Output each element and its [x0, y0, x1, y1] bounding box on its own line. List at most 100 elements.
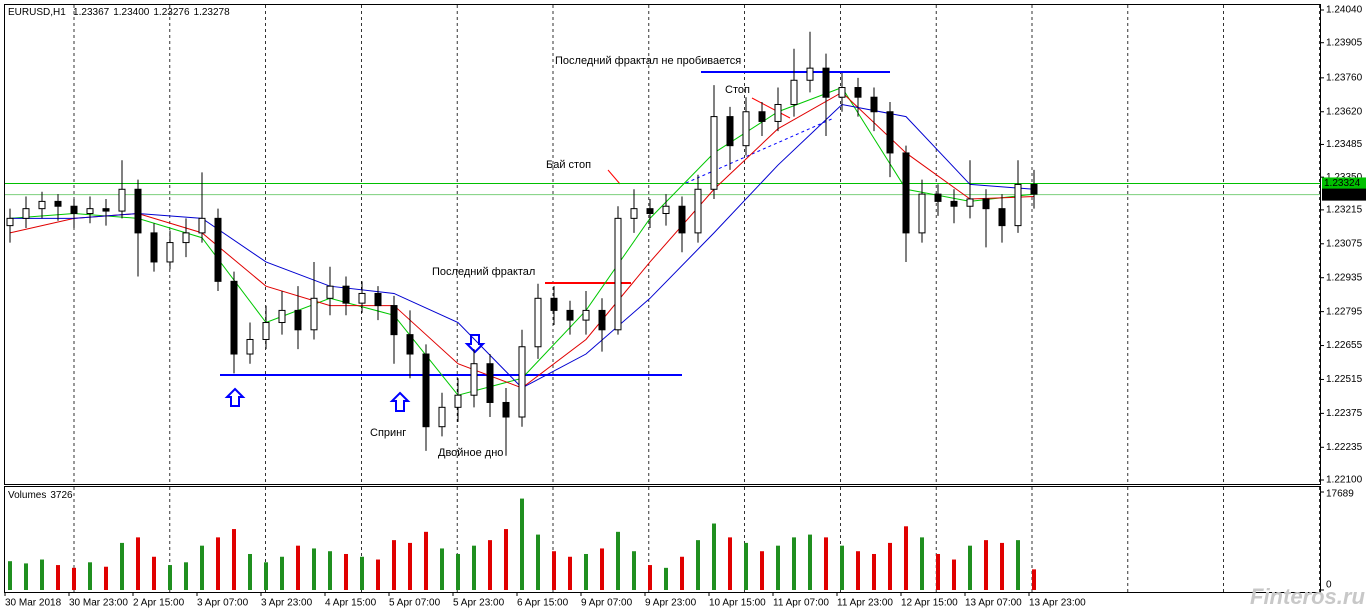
volume-bar — [600, 548, 604, 590]
candle-body — [214, 217, 222, 282]
volume-bar — [1016, 540, 1020, 590]
candle-body — [502, 401, 510, 418]
x-tick-label: 13 Apr 07:00 — [965, 598, 1022, 609]
volume-bar — [88, 562, 92, 590]
volume-bar — [984, 540, 988, 590]
candle-body — [550, 297, 558, 311]
volume-bar — [632, 551, 636, 590]
volume-bar — [552, 551, 556, 590]
volume-bar — [248, 553, 252, 590]
down-arrow — [464, 334, 486, 354]
volume-bar — [328, 551, 332, 590]
candle-body — [294, 309, 302, 331]
volume-bar — [264, 562, 268, 590]
y-tick-label: 1.23905 — [1326, 37, 1363, 48]
candle-body — [710, 116, 718, 190]
candle-body — [182, 232, 190, 244]
volume-bar — [536, 534, 540, 590]
up-arrow — [389, 391, 411, 412]
volume-bar — [104, 566, 108, 590]
price-box-label: 1.23278 — [1324, 189, 1361, 200]
candle-body — [198, 217, 206, 234]
candle-body — [758, 111, 766, 122]
volume-bar — [168, 565, 172, 590]
volume-bar — [808, 534, 812, 590]
volume-bar — [1000, 542, 1004, 590]
volume-bar — [392, 540, 396, 590]
candle-body — [70, 205, 78, 215]
arrow — [607, 169, 621, 185]
volume-bar — [840, 545, 844, 590]
volume-bar — [504, 529, 508, 590]
header-price: 1.23400 — [113, 7, 150, 18]
candle-body — [454, 394, 462, 408]
annotation: Стоп — [725, 84, 750, 96]
v-tick-label: 17689 — [1326, 489, 1354, 500]
x-tick-label: 30 Mar 2018 — [5, 598, 62, 609]
volume-bar — [824, 537, 828, 590]
volume-bar — [776, 545, 780, 590]
volume-bar — [40, 559, 44, 590]
candle-body — [918, 193, 926, 234]
volume-bar — [456, 553, 460, 590]
volume-bar — [680, 556, 684, 590]
candle-body — [694, 188, 702, 234]
y-tick-label: 1.22795 — [1326, 306, 1363, 317]
candle-body — [118, 188, 126, 212]
y-tick-label: 1.22375 — [1326, 408, 1363, 419]
candle-body — [582, 309, 590, 321]
candle-body — [54, 200, 62, 207]
symbol: EURUSD,H1 1.23367 1.23400 1.23276 1.23278 — [8, 7, 230, 18]
volume-bar — [120, 542, 124, 590]
y-tick-label: 1.23350 — [1326, 172, 1363, 183]
x-tick-label: 11 Apr 23:00 — [837, 598, 893, 609]
volume-bar — [856, 551, 860, 590]
price-box — [1322, 177, 1366, 190]
candle-body — [22, 208, 30, 219]
candle-body — [934, 193, 942, 202]
candle-body — [390, 305, 398, 336]
y-tick-label: 1.24040 — [1326, 5, 1363, 16]
x-tick-label: 30 Mar 23:00 — [69, 598, 128, 609]
volume-bar — [72, 567, 76, 590]
watermark: Finteros.ru — [1250, 584, 1365, 609]
volume-bar — [744, 542, 748, 590]
volume-bar — [312, 548, 316, 590]
volume-bar — [792, 537, 796, 590]
volume-bar — [968, 545, 972, 590]
volume-bar — [760, 551, 764, 590]
volume-bar — [520, 498, 524, 590]
volume-bar — [184, 562, 188, 590]
candle-body — [966, 198, 974, 207]
candle-body — [310, 297, 318, 331]
volume-bar — [360, 556, 364, 590]
candle-body — [982, 198, 990, 210]
candle-body — [342, 285, 350, 304]
candle-body — [38, 200, 46, 210]
annotation: Последний фрактал — [432, 266, 535, 278]
candle-body — [134, 188, 142, 234]
candle-body — [630, 208, 638, 219]
x-tick-label: 2 Apr 15:00 — [133, 598, 185, 609]
x-tick-label: 9 Apr 23:00 — [645, 598, 697, 609]
header-price: 1.23276 — [153, 7, 190, 18]
annotation: Бай стоп — [546, 159, 591, 171]
x-tick-label: 10 Apr 15:00 — [709, 598, 766, 609]
volume-bar — [280, 556, 284, 590]
candle-body — [358, 292, 366, 304]
candle-body — [406, 334, 414, 355]
y-tick-label: 1.22655 — [1326, 340, 1363, 351]
x-tick-label: 4 Apr 15:00 — [325, 598, 377, 609]
candle-body — [230, 280, 238, 355]
arrow — [751, 97, 791, 119]
volume-bar — [872, 553, 876, 590]
y-tick-label: 1.22235 — [1326, 442, 1363, 453]
marks — [5, 31, 1320, 590]
candle-body — [438, 406, 446, 428]
candle-body — [1014, 183, 1022, 227]
x-tick-label: 3 Apr 23:00 — [261, 598, 313, 609]
candle-body — [102, 208, 110, 212]
annotation: Двойное дно — [438, 447, 503, 459]
x-tick-label: 6 Apr 15:00 — [517, 598, 569, 609]
